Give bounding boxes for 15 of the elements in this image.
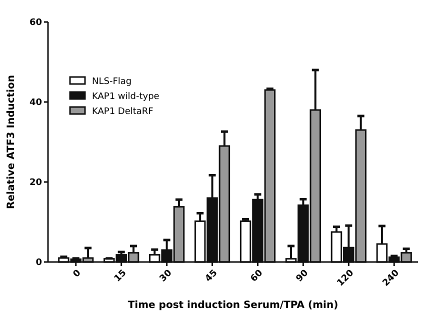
legend-label: NLS-Flag [92,77,132,88]
x-tick-label: 0 [72,268,84,280]
legend-label: KAP1 DeltaRF [92,107,154,118]
y-axis-title: Relative ATF3 Induction [6,75,17,209]
x-tick-label: 45 [204,268,220,284]
y-tick-label: 60 [29,18,42,28]
x-tick-label: 30 [158,268,174,284]
x-tick-label: 15 [112,268,129,284]
x-tick-label: 90 [294,268,311,284]
y-tick-label: 0 [36,258,42,268]
x-tick-label: 60 [249,268,266,284]
legend-label: KAP1 wild-type [92,92,160,102]
y-tick-label: 20 [29,178,42,188]
x-axis-title: Time post induction Serum/TPA (min) [128,300,338,311]
y-tick-label: 40 [29,98,42,108]
